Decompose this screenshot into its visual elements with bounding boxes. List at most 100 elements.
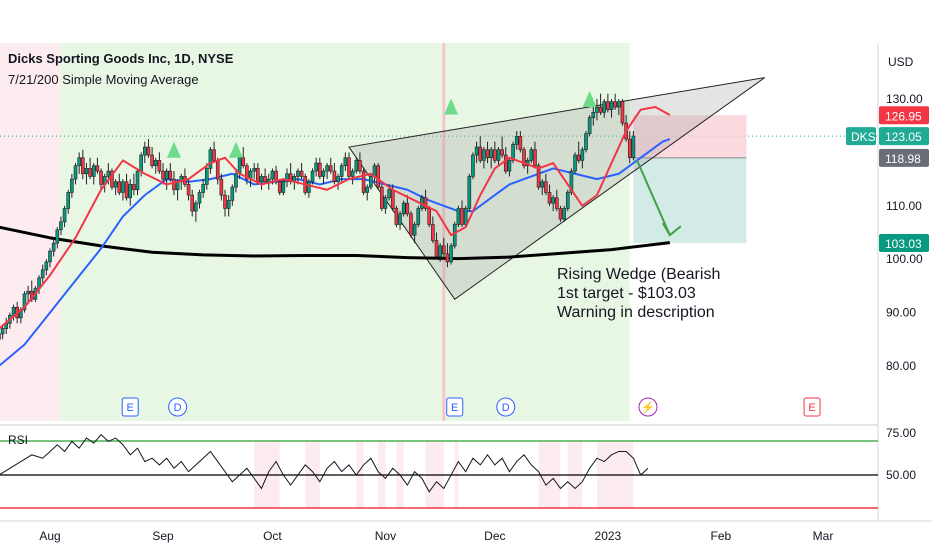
candle-body [161, 170, 165, 180]
candle-body [73, 165, 78, 180]
candle-body [620, 101, 625, 124]
annotation-text: Warning in description [557, 304, 715, 321]
candle-body [153, 160, 158, 167]
candle-body [81, 157, 85, 175]
indicator-legend: 7/21/200 Simple Moving Average [8, 72, 199, 87]
price-tag [879, 127, 929, 146]
candle-body [500, 149, 504, 156]
candle-body [551, 197, 555, 204]
candle-body [503, 154, 508, 172]
candle-body [431, 224, 435, 241]
candle-body [576, 154, 581, 161]
candle-body [452, 224, 457, 247]
candle-body [318, 162, 322, 177]
candle-body [358, 160, 362, 172]
candle-body [270, 170, 275, 180]
candle-body [507, 160, 512, 172]
rsi-tick-label: 50.00 [886, 468, 916, 482]
candle-body [339, 165, 344, 177]
candle-body [478, 146, 483, 161]
candle-body [401, 202, 406, 215]
target-arrow-head [661, 222, 682, 237]
candle-body [124, 181, 129, 199]
candle-body [511, 144, 515, 161]
candle-body [336, 176, 340, 183]
candle-body [84, 168, 89, 175]
candle-body [606, 101, 610, 110]
candle-body [580, 149, 585, 161]
candle-body [602, 101, 607, 113]
ticker-label: DKS [851, 130, 876, 144]
candle-body [143, 146, 147, 156]
price-tag-label: 103.03 [885, 237, 922, 251]
target-arrow [636, 160, 671, 236]
candle-body [449, 245, 453, 263]
candle-body [482, 149, 486, 161]
candle-body [44, 261, 49, 271]
candle-body [529, 149, 534, 161]
price-tag [879, 106, 929, 125]
time-tick-label: Aug [39, 529, 60, 543]
candle-body [212, 149, 216, 161]
candle-body [496, 149, 501, 161]
candle-body [595, 106, 599, 113]
candle-body [460, 208, 464, 225]
candle-body [598, 106, 603, 113]
candle-body [544, 181, 548, 193]
candle-body [434, 240, 439, 257]
candle-body [365, 186, 370, 193]
candle-body [91, 165, 96, 177]
candle-body [70, 178, 74, 193]
candle-body [555, 197, 559, 209]
event-marker-label: D [174, 402, 182, 414]
candle-body [99, 170, 103, 185]
bg-zone-green [60, 43, 630, 421]
candle-body [299, 170, 304, 177]
candle-body [522, 149, 526, 167]
rsi-line [0, 433, 649, 493]
annotation-text: Rising Wedge (Bearish [557, 266, 720, 283]
candle-body [88, 168, 92, 177]
candle-body [296, 170, 300, 177]
candle-body [113, 181, 118, 188]
candle-body [565, 192, 570, 209]
price-tick-label: 130.00 [886, 92, 923, 106]
candle-body [558, 208, 563, 220]
candle-body [215, 160, 220, 180]
candle-body [186, 184, 191, 196]
candle-body [157, 160, 162, 172]
buy-signal-icon [228, 141, 243, 158]
candle-body [277, 181, 282, 193]
candle-body [266, 178, 271, 183]
candle-body [631, 135, 636, 159]
candle-body [493, 149, 497, 161]
candle-body [467, 176, 472, 209]
candle-body [310, 170, 315, 183]
currency-label: USD [888, 55, 914, 69]
sma-200-line [0, 225, 671, 261]
rsi-tick-label: 75.00 [886, 426, 916, 440]
time-tick-label: Feb [711, 529, 732, 543]
buy-signal-icon [444, 98, 459, 115]
candle-body [117, 181, 122, 193]
earnings-marker [121, 397, 139, 417]
candle-body [259, 176, 264, 183]
candle-body [256, 168, 260, 183]
candle-body [343, 157, 348, 167]
price-tag-label: 123.05 [885, 130, 922, 144]
time-tick-label: Oct [263, 529, 282, 543]
candle-body [540, 181, 545, 188]
candle-body [562, 208, 566, 220]
time-tick-label: Nov [375, 529, 396, 543]
candle-body [245, 165, 249, 180]
price-tick-label: 90.00 [886, 306, 916, 320]
candle-body [135, 170, 140, 191]
rsi-label: RSI [8, 433, 28, 447]
price-tag-label: 126.95 [885, 109, 922, 123]
time-tick-label: 2023 [595, 529, 622, 543]
event-marker-label: E [808, 402, 815, 414]
candle-body [533, 149, 537, 167]
candle-body [609, 101, 614, 110]
